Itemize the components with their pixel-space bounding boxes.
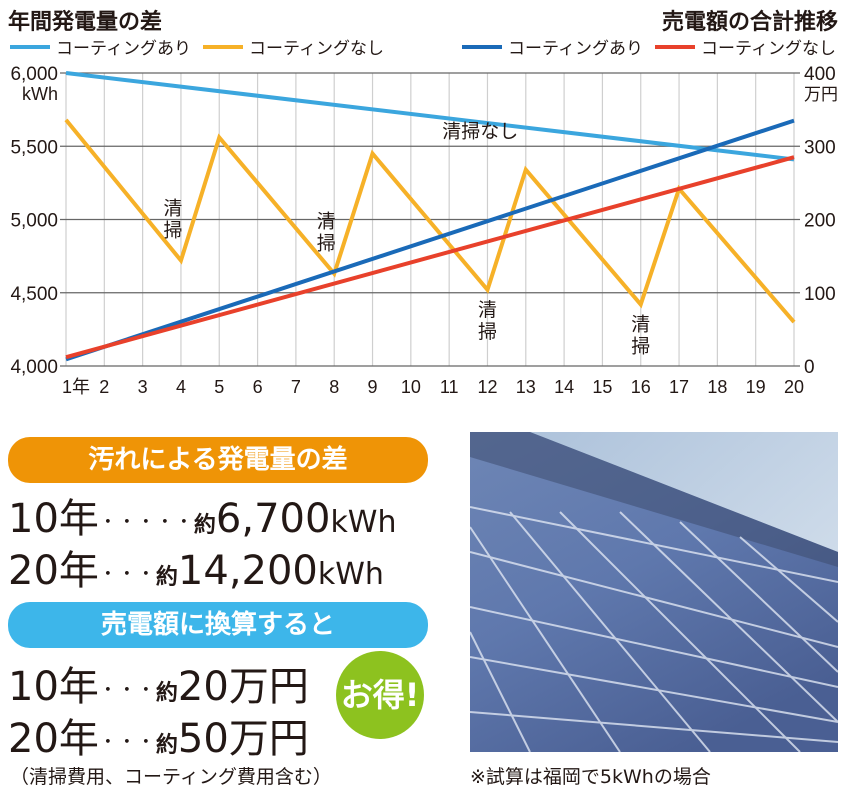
left-axis-tick-label: 4,000 xyxy=(10,357,58,378)
legend-label: コーティングあり xyxy=(508,39,644,59)
cleaning-annotation: 清 xyxy=(478,299,497,321)
x-axis-tick-label: 14 xyxy=(554,377,574,396)
series-line xyxy=(65,155,795,360)
energy-difference-pill: 汚れによる発電量の差 xyxy=(8,437,428,483)
left-axis-tick-label: 5,000 xyxy=(10,211,58,232)
x-axis-tick-label: 8 xyxy=(329,377,339,396)
legend-swatch-nocoating-kwh xyxy=(202,44,243,49)
energy-row-10y: 10年・・・・・約6,700kWh xyxy=(8,496,397,542)
x-axis-tick-label: 9 xyxy=(368,377,378,396)
money-row-20y: 20年・・・約50万円 xyxy=(8,716,309,762)
solar-panel-photo xyxy=(470,432,838,752)
calculation-note: ※試算は福岡で5kWhの場合 xyxy=(470,766,711,788)
series-line xyxy=(65,71,795,162)
legend-right: コーティングあり コーティングなし xyxy=(462,34,836,59)
x-axis-tick-label: 20 xyxy=(784,377,804,396)
legend-left: コーティングあり コーティングなし xyxy=(10,34,384,59)
x-axis-tick-label: 19 xyxy=(746,377,766,396)
right-axis-tick-label: 100 xyxy=(804,284,836,305)
legend-label: コーティングなし xyxy=(701,39,836,59)
left-axis-tick-label: 4,500 xyxy=(10,284,58,305)
x-axis-tick-label: 13 xyxy=(516,377,536,396)
cleaning-annotation: 掃 xyxy=(317,233,336,255)
x-axis-tick-label: 12 xyxy=(477,377,497,396)
right-chart-title: 売電額の合計推移 xyxy=(661,10,838,35)
x-axis-tick-label: 2 xyxy=(99,377,109,396)
right-axis-tick-label: 200 xyxy=(804,211,836,232)
left-chart-title: 年間発電量の差 xyxy=(8,10,163,35)
x-axis-tick-label: 7 xyxy=(291,377,301,396)
cleaning-annotation: 掃 xyxy=(163,220,182,242)
left-axis-tick-label: 6,000 xyxy=(10,64,58,85)
right-axis-tick-label: 400 xyxy=(804,64,836,85)
right-axis-tick-label: 0 xyxy=(804,357,815,378)
energy-row-20y: 20年・・・約14,200kWh xyxy=(8,548,384,594)
left-axis-tick-label: 5,500 xyxy=(10,137,58,158)
legend-label: コーティングなし xyxy=(248,39,384,59)
sales-conversion-pill: 売電額に換算すると xyxy=(8,602,428,648)
x-axis-tick-label: 16 xyxy=(631,377,651,396)
x-axis-tick-label: 3 xyxy=(138,377,148,396)
solar-panel-image xyxy=(470,432,838,752)
x-axis-tick-label: 5 xyxy=(214,377,224,396)
cleaning-annotation: 掃 xyxy=(631,335,650,357)
legend-swatch-nocoating-yen xyxy=(655,44,696,49)
x-axis-tick-label: 17 xyxy=(669,377,689,396)
no-cleaning-annotation: 清掃なし xyxy=(442,120,518,142)
series-line xyxy=(64,118,796,324)
right-axis-unit: 万円 xyxy=(804,85,838,105)
series-line xyxy=(65,118,795,362)
legend-swatch-coating-kwh xyxy=(10,44,50,49)
x-axis-tick-label: 4 xyxy=(176,377,186,396)
cost-footnote: （清掃費用、コーティング費用含む） xyxy=(10,766,332,788)
x-axis-tick-label: 15 xyxy=(592,377,612,396)
right-axis-tick-label: 300 xyxy=(804,137,836,158)
legend-swatch-coating-yen xyxy=(462,44,503,49)
bargain-badge: お得! xyxy=(336,651,424,739)
cleaning-annotation: 清 xyxy=(631,313,650,335)
x-axis-tick-label: 1年 xyxy=(62,377,90,396)
x-axis-tick-label: 18 xyxy=(707,377,727,396)
money-row-10y: 10年・・・約20万円 xyxy=(8,664,309,710)
x-axis-tick-label: 10 xyxy=(401,377,421,396)
cleaning-annotation: 清 xyxy=(163,198,182,220)
x-axis-tick-label: 6 xyxy=(253,377,263,396)
left-axis-unit: kWh xyxy=(22,84,58,104)
x-axis-tick-label: 11 xyxy=(440,377,459,396)
cleaning-annotation: 清 xyxy=(317,211,336,233)
cleaning-annotation: 掃 xyxy=(478,321,497,343)
legend-label: コーティングあり xyxy=(56,39,191,59)
